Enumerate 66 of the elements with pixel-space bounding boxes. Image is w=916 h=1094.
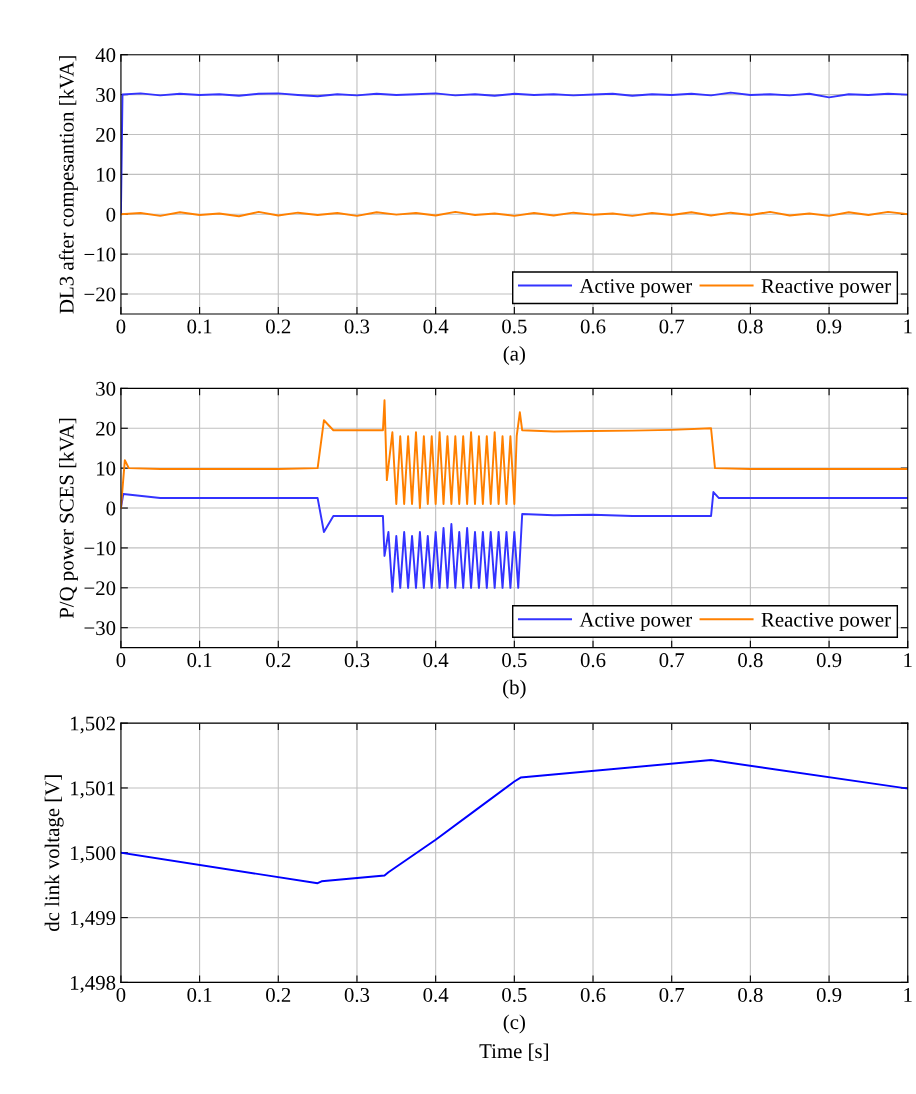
x-tick-label: 1	[904, 987, 912, 1002]
x-axis-title: (b)	[503, 679, 526, 699]
line-series	[120, 759, 908, 885]
x-tick-label: 0.8	[738, 653, 763, 668]
x-tick-label: 0.6	[580, 319, 606, 334]
x-tick-label: 0	[116, 987, 126, 1002]
x-tick-label: 0.7	[659, 319, 685, 334]
x-tick-label: 0.6	[580, 653, 606, 668]
y-axis-title: dc link voltage [V]	[44, 775, 64, 931]
line-series	[120, 399, 908, 510]
x-tick-label: 0.4	[423, 319, 449, 334]
x-tick-label: 0.9	[816, 653, 842, 668]
x-axis-title: (a)	[503, 346, 525, 365]
x-tick-label: 0.3	[344, 987, 370, 1003]
x-tick-label: 0.2	[266, 653, 291, 668]
x-tick-label: 0.2	[266, 987, 291, 1003]
y-tick-label: 1,501	[71, 781, 115, 799]
x-tick-label: 0.9	[816, 319, 842, 334]
x-tick-label: 0.2	[266, 319, 291, 334]
x-tick-label: 0.8	[738, 319, 763, 334]
x-tick-label: 0.1	[187, 987, 212, 1003]
y-tick-label: 30	[96, 87, 116, 103]
legend-label: Active power	[579, 612, 692, 631]
y-tick-label: 1,500	[71, 846, 116, 864]
y-tick-label: 30	[96, 381, 116, 396]
y-tick-label: 0	[106, 501, 116, 516]
y-tick-label: 1,499	[71, 911, 116, 929]
y-tick-label: 0	[106, 207, 116, 222]
x-tick-label: 1	[904, 653, 912, 667]
legend-label: Active power	[579, 279, 692, 298]
y-axis-title: P/Q power SCES [kVA]	[59, 418, 78, 619]
x-tick-label: 0.9	[816, 987, 842, 1003]
legend-label: Reactive power	[761, 612, 891, 631]
x-tick-label: 0.7	[659, 653, 685, 668]
x-tick-label: 0.5	[502, 653, 527, 668]
y-tick-label: 1,498	[71, 975, 116, 993]
x-tick-label: 0.4	[423, 653, 449, 668]
y-tick-label: −20	[84, 287, 116, 302]
x-tick-label: 0.3	[344, 319, 370, 334]
x-tick-label: 0.4	[423, 987, 449, 1003]
x-tick-label: 0.1	[187, 319, 212, 334]
text: Time [s]	[479, 1043, 548, 1061]
y-tick-label: 10	[97, 167, 116, 182]
y-tick-label: 10	[97, 461, 116, 476]
x-tick-label: 0.1	[187, 653, 212, 668]
x-tick-label: 0	[116, 653, 126, 668]
line-series	[120, 491, 908, 593]
x-tick-label: 0.7	[659, 987, 685, 1003]
y-tick-label: −10	[84, 541, 116, 556]
y-axis-title: DL3 after compesantion [kVA]	[58, 56, 78, 314]
x-tick-label: 0.6	[580, 987, 606, 1003]
legend-label: Reactive power	[761, 279, 891, 298]
x-tick-label: 1	[904, 319, 912, 334]
y-tick-label: −10	[84, 247, 116, 262]
y-tick-label: 20	[96, 127, 116, 142]
y-tick-label: −30	[84, 621, 116, 636]
y-tick-label: 20	[96, 421, 116, 436]
x-axis-title: (c)	[503, 1014, 525, 1034]
x-tick-label: 0.8	[738, 987, 763, 1003]
y-tick-label: 40	[95, 48, 116, 63]
x-tick-label: 0.3	[344, 653, 370, 668]
y-tick-label: 1,502	[71, 716, 115, 734]
x-tick-label: 0.5	[502, 987, 527, 1003]
y-tick-label: −20	[84, 581, 116, 596]
x-tick-label: 0.5	[502, 319, 527, 334]
x-tick-label: 0	[116, 319, 126, 334]
